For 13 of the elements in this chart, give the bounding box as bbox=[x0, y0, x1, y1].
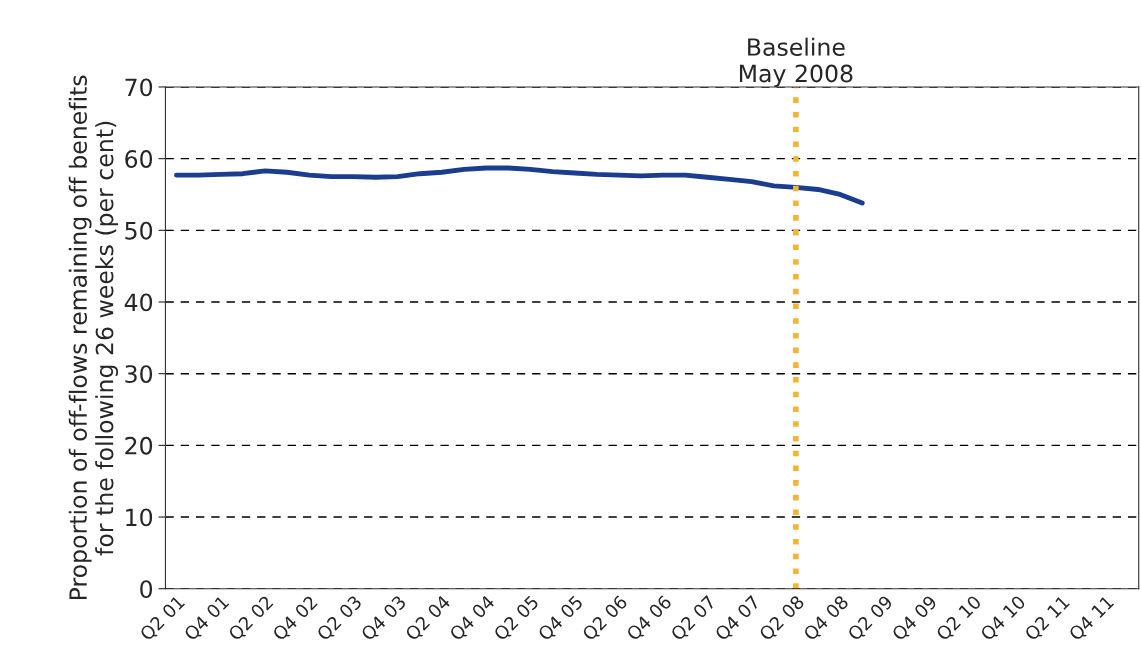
y-tick-label: 20 bbox=[125, 436, 153, 455]
y-tick-label: 70 bbox=[125, 78, 153, 97]
y-tick-label: 40 bbox=[124, 293, 153, 312]
line-series bbox=[174, 165, 865, 206]
y-tick-label: 0 bbox=[140, 580, 153, 599]
ref-line-label: Baseline May 2008 bbox=[739, 37, 853, 87]
y-tick-label: 50 bbox=[125, 221, 153, 240]
y-tick-label: 30 bbox=[125, 365, 153, 383]
x-tick-label: Q4 07 bbox=[714, 594, 762, 643]
x-tick-label: Q4 05 bbox=[537, 594, 585, 643]
y-tick-label: 60 bbox=[125, 150, 153, 168]
y-tick-label: 10 bbox=[126, 508, 153, 527]
y-axis-title: Proportion of off-flows remaining off benefits for the following 26 weeks (per cent) bbox=[68, 75, 119, 600]
